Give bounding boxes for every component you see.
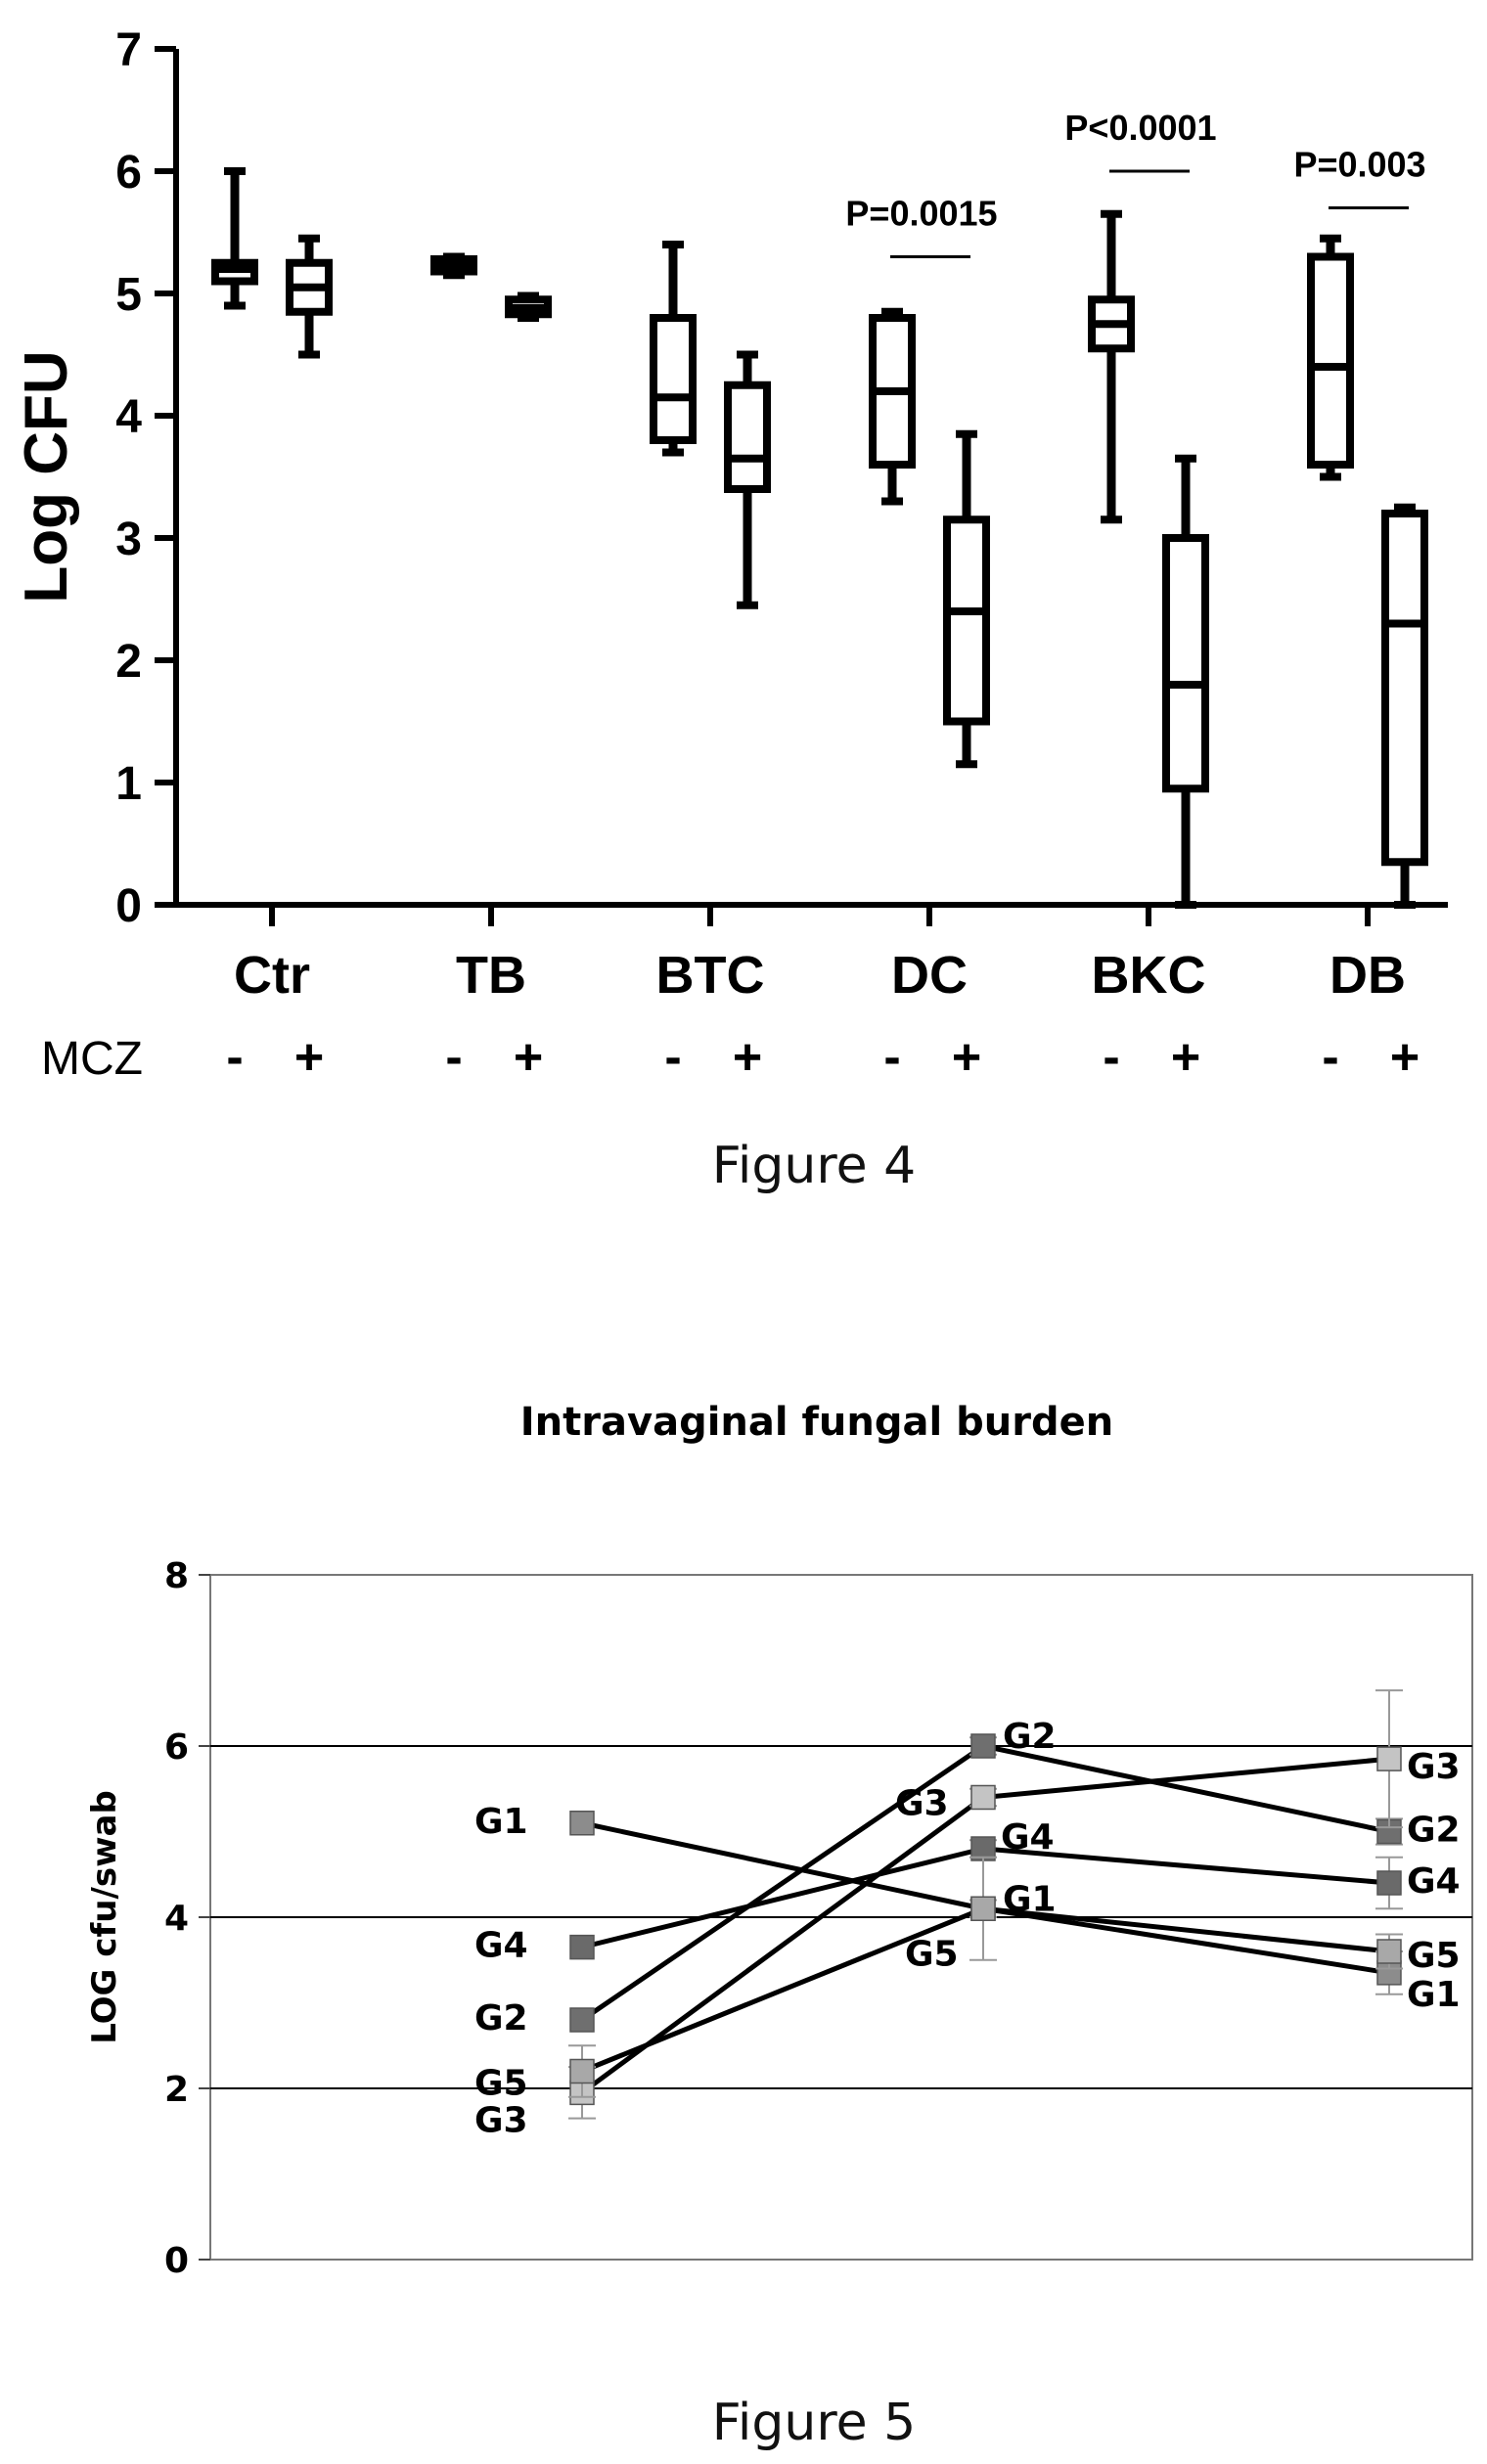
point-label: G4: [1001, 1817, 1055, 1858]
box-TB-plus: [505, 291, 552, 322]
y-tick-label: 8: [164, 1556, 189, 1596]
treatment-label: MCZ: [41, 1033, 143, 1085]
treatment-sign: -: [445, 1029, 462, 1086]
box-iqr: [943, 515, 990, 726]
figure-4-caption: Figure 4: [711, 1137, 917, 1195]
treatment-sign: -: [226, 1029, 243, 1086]
point-label: G4: [1407, 1861, 1461, 1902]
y-tick-label: 3: [115, 514, 142, 565]
significance-label: P=0.003: [1293, 145, 1425, 185]
point-marker-G5: [970, 1896, 996, 1921]
figure-5-linechart: Intravaginal fungal burden 0 2 4 6 8 LOG cfu/s…: [85, 1400, 1473, 2281]
point-label: G2: [1407, 1811, 1461, 1851]
x-category-label: TB: [456, 946, 526, 1005]
point-label: G4: [474, 1926, 528, 1966]
y-tick-label: 2: [115, 636, 142, 688]
box-BTC-minus: [650, 241, 697, 457]
box-iqr: [1307, 252, 1354, 469]
y-axis-label: Log CFU: [13, 350, 80, 603]
box-iqr: [1162, 534, 1209, 793]
treatment-sign: -: [883, 1029, 900, 1086]
y-tick-label: 4: [164, 1899, 189, 1939]
y-tick-label: 2: [164, 2070, 189, 2110]
box-Ctr-minus: [211, 167, 258, 310]
box-BKC-minus: [1088, 209, 1135, 524]
treatment-sign: +: [733, 1029, 762, 1086]
point-label: G1: [474, 1802, 528, 1842]
box-DB-plus: [1381, 503, 1428, 909]
point-label: G5: [474, 2064, 528, 2104]
treatment-sign: -: [1322, 1029, 1338, 1086]
point-marker-G4: [1376, 1870, 1402, 1896]
point-label: G3: [474, 2100, 528, 2140]
point-marker-G3: [970, 1784, 996, 1811]
chart-title: Intravaginal fungal burden: [520, 1400, 1113, 1445]
point-label: G2: [1003, 1717, 1057, 1757]
treatment-sign: +: [1171, 1029, 1200, 1086]
y-axis-label: LOG cfu/swab: [85, 1790, 124, 2044]
series-line-G5: [581, 1905, 1390, 2074]
point-marker-G2: [569, 2007, 595, 2033]
point-label: G3: [1407, 1747, 1461, 1787]
box-DC-plus: [943, 429, 990, 769]
treatment-sign: -: [664, 1029, 681, 1086]
x-category-label: BTC: [656, 946, 765, 1005]
point-marker-G5: [569, 2058, 595, 2084]
y-tick-label: 5: [115, 269, 142, 321]
point-marker-G2: [970, 1733, 996, 1759]
y-tick-label: 6: [115, 147, 142, 199]
treatment-sign: +: [1390, 1029, 1419, 1086]
treatment-sign: +: [952, 1029, 981, 1086]
box-iqr: [650, 314, 697, 444]
point-marker-G1: [569, 1811, 595, 1836]
y-tick-label: 4: [115, 391, 142, 443]
y-tick-label: 1: [115, 758, 142, 810]
box-BKC-plus: [1162, 454, 1209, 909]
point-label: G2: [474, 1998, 528, 2038]
box-DB-minus: [1307, 234, 1354, 481]
treatment-sign: -: [1103, 1029, 1119, 1086]
figure-5-caption: Figure 5: [711, 2394, 917, 2452]
point-marker-G4: [569, 1934, 595, 1960]
significance-label: P<0.0001: [1064, 108, 1216, 148]
box-Ctr-plus: [286, 234, 333, 359]
x-category-label: BKC: [1092, 946, 1206, 1005]
x-category-label: DC: [891, 946, 968, 1005]
box-iqr: [1381, 510, 1428, 867]
box-DC-minus: [869, 307, 916, 506]
box-BTC-plus: [724, 350, 771, 609]
treatment-sign: +: [514, 1029, 543, 1086]
y-tick-label: 6: [164, 1727, 189, 1768]
point-label: G3: [895, 1784, 949, 1824]
point-label: G5: [905, 1934, 959, 1974]
y-tick-label: 7: [115, 24, 142, 76]
x-category-label: DB: [1329, 946, 1406, 1005]
y-tick-label: 0: [164, 2241, 189, 2281]
treatment-sign: +: [294, 1029, 324, 1086]
point-marker-G3: [1376, 1746, 1402, 1771]
y-tick-label: 0: [115, 880, 142, 932]
x-category-label: Ctr: [234, 946, 310, 1005]
point-label: G1: [1407, 1975, 1461, 2015]
significance-label: P=0.0015: [845, 194, 997, 234]
point-marker-G5: [1376, 1939, 1402, 1964]
point-label: G1: [1003, 1879, 1057, 1919]
point-label: G5: [1407, 1936, 1461, 1976]
box-TB-minus: [430, 252, 477, 280]
box-iqr: [724, 381, 771, 493]
